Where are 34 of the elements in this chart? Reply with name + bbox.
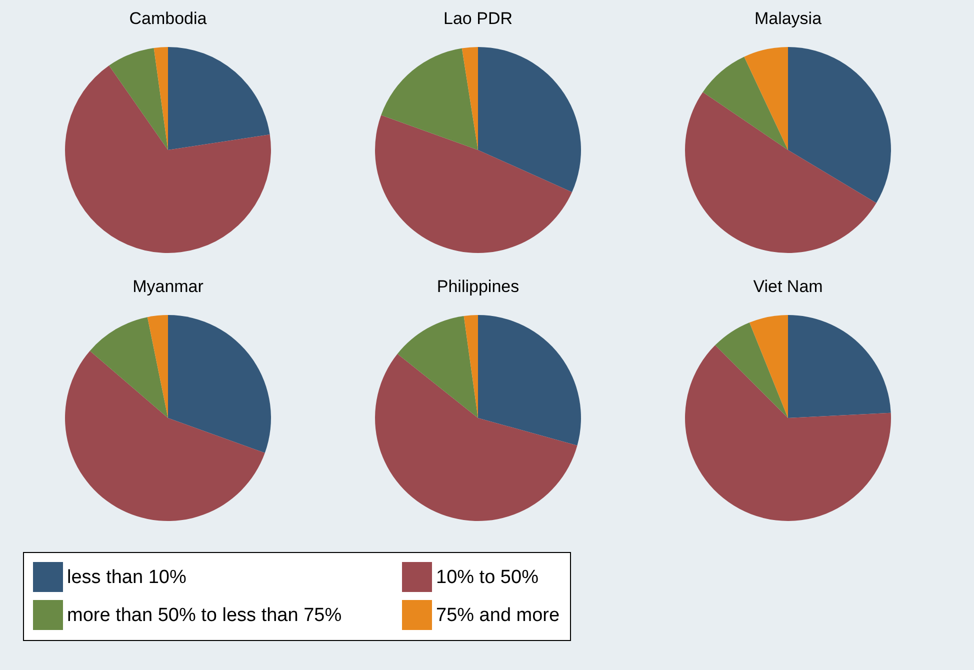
pie-slice xyxy=(168,315,271,453)
pie-slice xyxy=(65,350,265,521)
pie-slice xyxy=(147,315,168,418)
pie-slice xyxy=(788,315,891,418)
pie-slice xyxy=(154,47,168,150)
pie-slice xyxy=(464,315,478,418)
chart-title: Malaysia xyxy=(754,9,822,28)
legend-label: more than 50% to less than 75% xyxy=(67,605,342,626)
legend-label: 10% to 50% xyxy=(436,567,539,588)
pie-slice xyxy=(744,47,788,150)
chart-title: Myanmar xyxy=(132,277,204,296)
pie-slice xyxy=(685,92,876,254)
legend-label: less than 10% xyxy=(67,567,186,588)
pie-slice xyxy=(788,47,891,203)
pie-slice xyxy=(375,354,578,521)
pie-slice xyxy=(478,315,581,446)
pie-slice xyxy=(109,48,168,150)
chart-title: Lao PDR xyxy=(444,9,512,28)
pie-slice xyxy=(90,317,168,418)
pie-slice xyxy=(715,322,788,418)
pie-slice xyxy=(65,66,271,253)
chart-title: Viet Nam xyxy=(753,277,823,296)
pie-slice xyxy=(168,47,270,150)
pie-slice xyxy=(478,47,581,192)
legend-label: 75% and more xyxy=(436,605,560,626)
pie-slice xyxy=(702,56,788,150)
chart-title: Philippines xyxy=(436,277,520,296)
pie-slice xyxy=(397,316,478,418)
pie-slice xyxy=(381,48,478,150)
pie-slice xyxy=(685,345,891,521)
chart-title: Cambodia xyxy=(129,9,208,28)
pie-slice xyxy=(749,315,788,418)
pie-slice xyxy=(462,47,478,150)
pie-slice xyxy=(375,115,572,253)
